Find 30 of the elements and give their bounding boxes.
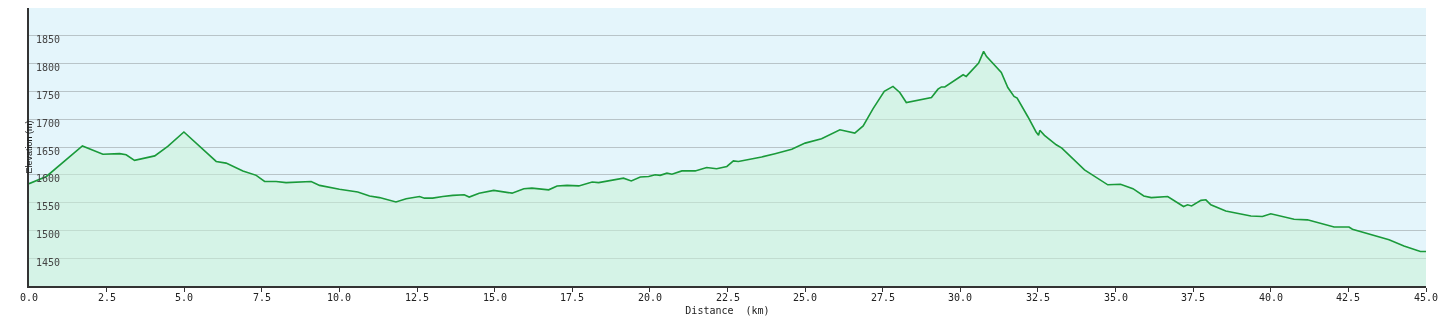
y-tick-label: 1800	[36, 62, 61, 74]
x-tick-label: 17.5	[560, 292, 585, 303]
x-tick-label: 25.0	[793, 292, 818, 303]
y-tick-label: 1850	[36, 34, 61, 46]
x-tick-label: 40.0	[1259, 292, 1284, 303]
x-tick-label: 22.5	[716, 292, 741, 303]
x-tick-label: 2.5	[98, 292, 117, 303]
y-axis-title: Elevation (m)	[23, 120, 34, 174]
x-tick-label: 10.0	[327, 292, 352, 303]
y-tick-label: 1650	[36, 145, 61, 157]
y-tick-label: 1500	[36, 228, 61, 240]
y-tick-label: 1600	[36, 173, 61, 185]
x-tick-label: 37.5	[1181, 292, 1206, 303]
x-tick-label: 35.0	[1104, 292, 1129, 303]
x-tick-label: 45.0	[1414, 292, 1439, 303]
x-tick-label: 20.0	[638, 292, 663, 303]
x-tick-label: 32.5	[1026, 292, 1051, 303]
x-tick-label: 42.5	[1336, 292, 1361, 303]
y-tick-label: 1450	[36, 256, 61, 268]
x-tick-label: 0.0	[20, 292, 39, 303]
x-axis-title: Distance (km)	[685, 305, 770, 316]
x-tick-label: 30.0	[948, 292, 973, 303]
x-tick-label: 12.5	[405, 292, 430, 303]
x-tick-label: 15.0	[483, 292, 508, 303]
y-tick-label: 1550	[36, 201, 61, 213]
x-tick-label: 5.0	[175, 292, 194, 303]
y-tick-label: 1700	[36, 117, 61, 129]
x-tick-label: 27.5	[871, 292, 896, 303]
y-tick-label: 1750	[36, 89, 61, 101]
x-tick-label: 7.5	[253, 292, 272, 303]
